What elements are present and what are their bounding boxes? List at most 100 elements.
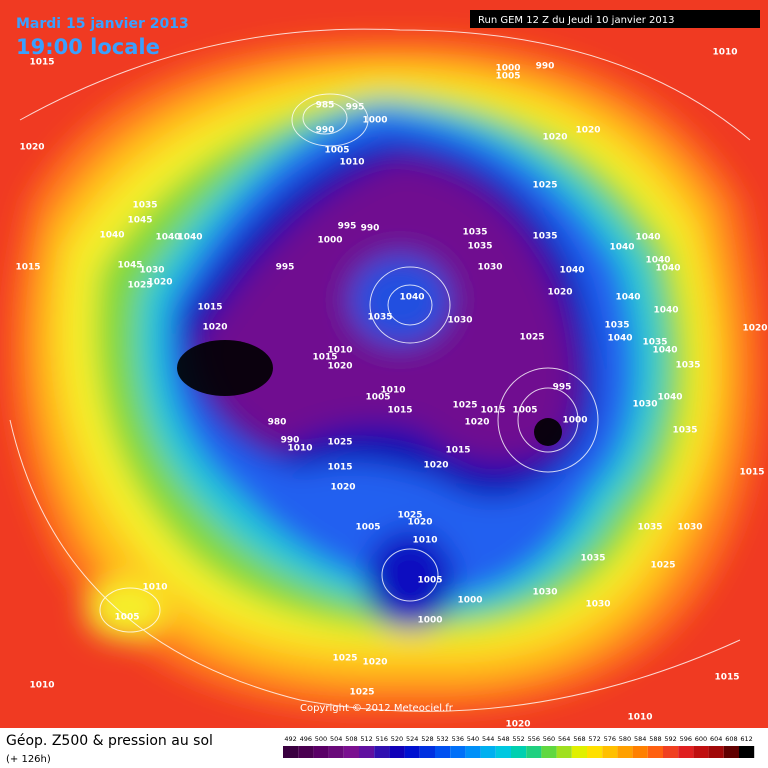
pressure-label: 1015 bbox=[714, 673, 739, 683]
pressure-label: 1035 bbox=[637, 523, 662, 533]
pressure-label: 1035 bbox=[672, 426, 697, 436]
pressure-label: 1015 bbox=[387, 406, 412, 416]
legend-swatch bbox=[359, 746, 375, 758]
legend-swatch bbox=[465, 746, 481, 758]
legend-swatch bbox=[419, 746, 435, 758]
pressure-label: 1020 bbox=[202, 323, 227, 333]
pressure-label: 1030 bbox=[477, 263, 502, 273]
pressure-label: 1045 bbox=[117, 261, 142, 271]
pressure-label: 1030 bbox=[139, 266, 164, 276]
pressure-label: 1005 bbox=[324, 146, 349, 156]
legend-swatch bbox=[298, 746, 314, 758]
legend-swatch bbox=[571, 746, 587, 758]
legend-value: 516 bbox=[376, 735, 388, 743]
pressure-label: 1010 bbox=[29, 681, 54, 691]
pressure-label: 995 bbox=[338, 222, 357, 232]
pressure-label: 1040 bbox=[607, 334, 632, 344]
pressure-label: 1035 bbox=[642, 338, 667, 348]
pressure-label: 1020 bbox=[547, 288, 572, 298]
legend-value: 556 bbox=[528, 735, 540, 743]
pressure-label: 1020 bbox=[330, 483, 355, 493]
legend-swatch bbox=[693, 746, 709, 758]
pressure-label: 1020 bbox=[362, 658, 387, 668]
pressure-label: 990 bbox=[361, 224, 380, 234]
legend-value: 608 bbox=[725, 735, 737, 743]
pressure-label: 1020 bbox=[407, 518, 432, 528]
legend-value: 504 bbox=[330, 735, 342, 743]
legend-value: 568 bbox=[573, 735, 585, 743]
pressure-label: 1025 bbox=[519, 333, 544, 343]
legend-value: 612 bbox=[740, 735, 752, 743]
legend-value: 576 bbox=[604, 735, 616, 743]
pressure-label: 1020 bbox=[327, 362, 352, 372]
pressure-label: 1000 bbox=[362, 116, 387, 126]
pressure-label: 1020 bbox=[19, 143, 44, 153]
pressure-label: 1000 bbox=[317, 236, 342, 246]
pressure-label: 1035 bbox=[532, 232, 557, 242]
legend-lead: (+ 126h) bbox=[6, 754, 51, 765]
pressure-label: 1040 bbox=[559, 266, 584, 276]
legend-value: 520 bbox=[391, 735, 403, 743]
pressure-label: 1015 bbox=[327, 463, 352, 473]
legend-swatch bbox=[602, 746, 618, 758]
isobars bbox=[9, 28, 751, 712]
pressure-label: 1035 bbox=[604, 321, 629, 331]
legend-swatch bbox=[374, 746, 390, 758]
color-scale: 492 496 500 504 508 512 516 520 524 528 532 536 540 5… bbox=[283, 735, 755, 758]
pressure-label: 1000 bbox=[495, 64, 520, 74]
pressure-label: 980 bbox=[268, 418, 287, 428]
pressure-label: 1015 bbox=[29, 58, 54, 68]
copyright: Copyright © 2012 Meteociel.fr bbox=[300, 703, 454, 714]
pressure-label: 1025 bbox=[397, 511, 422, 521]
pressure-label: 1015 bbox=[312, 353, 337, 363]
legend-swatch bbox=[526, 746, 542, 758]
pressure-label: 1030 bbox=[585, 600, 610, 610]
field bbox=[0, 0, 768, 728]
pressure-label: 1020 bbox=[742, 324, 767, 334]
legend-swatch bbox=[511, 746, 527, 758]
legend-swatch bbox=[723, 746, 739, 758]
pressure-label: 1040 bbox=[645, 256, 670, 266]
pressure-label: 1000 bbox=[417, 616, 442, 626]
legend-swatch bbox=[678, 746, 694, 758]
legend-title: Géop. Z500 & pression au sol bbox=[6, 733, 213, 749]
pressure-label: 1035 bbox=[367, 313, 392, 323]
legend-value: 536 bbox=[452, 735, 464, 743]
pressure-label: 1040 bbox=[155, 233, 180, 243]
pressure-label: 1020 bbox=[147, 278, 172, 288]
pressure-label: 995 bbox=[553, 383, 572, 393]
pressure-label: 1040 bbox=[653, 306, 678, 316]
legend-swatch bbox=[283, 746, 299, 758]
legend-value: 496 bbox=[300, 735, 312, 743]
pressure-label: 1025 bbox=[327, 438, 352, 448]
legend-swatch bbox=[617, 746, 633, 758]
legend-swatch bbox=[663, 746, 679, 758]
run-box bbox=[470, 10, 760, 28]
legend-value: 584 bbox=[634, 735, 646, 743]
pressure-label: 1020 bbox=[542, 133, 567, 143]
legend-value: 540 bbox=[467, 735, 479, 743]
pressure-label: 1010 bbox=[142, 583, 167, 593]
legend-swatch bbox=[556, 746, 572, 758]
date-label: Mardi 15 janvier 2013 bbox=[16, 16, 189, 32]
legend-swatch bbox=[328, 746, 344, 758]
pressure-label: 1005 bbox=[355, 523, 380, 533]
pressure-label: 1035 bbox=[580, 554, 605, 564]
pressure-label: 1025 bbox=[349, 688, 374, 698]
pressure-label: 1005 bbox=[365, 393, 390, 403]
legend-value: 572 bbox=[588, 735, 600, 743]
pressure-label: 1040 bbox=[655, 264, 680, 274]
legend-swatch bbox=[450, 746, 466, 758]
pressure-label: 995 bbox=[276, 263, 295, 273]
pressure-label: 1040 bbox=[609, 243, 634, 253]
legend-swatch bbox=[708, 746, 724, 758]
legend-value: 492 bbox=[284, 735, 296, 743]
legend-value: 500 bbox=[315, 735, 327, 743]
pressure-label: 1010 bbox=[712, 48, 737, 58]
legend-value: 604 bbox=[710, 735, 722, 743]
pressure-label: 1040 bbox=[657, 393, 682, 403]
pressure-label: 1000 bbox=[457, 596, 482, 606]
legend-value: 600 bbox=[695, 735, 707, 743]
legend-swatch bbox=[343, 746, 359, 758]
